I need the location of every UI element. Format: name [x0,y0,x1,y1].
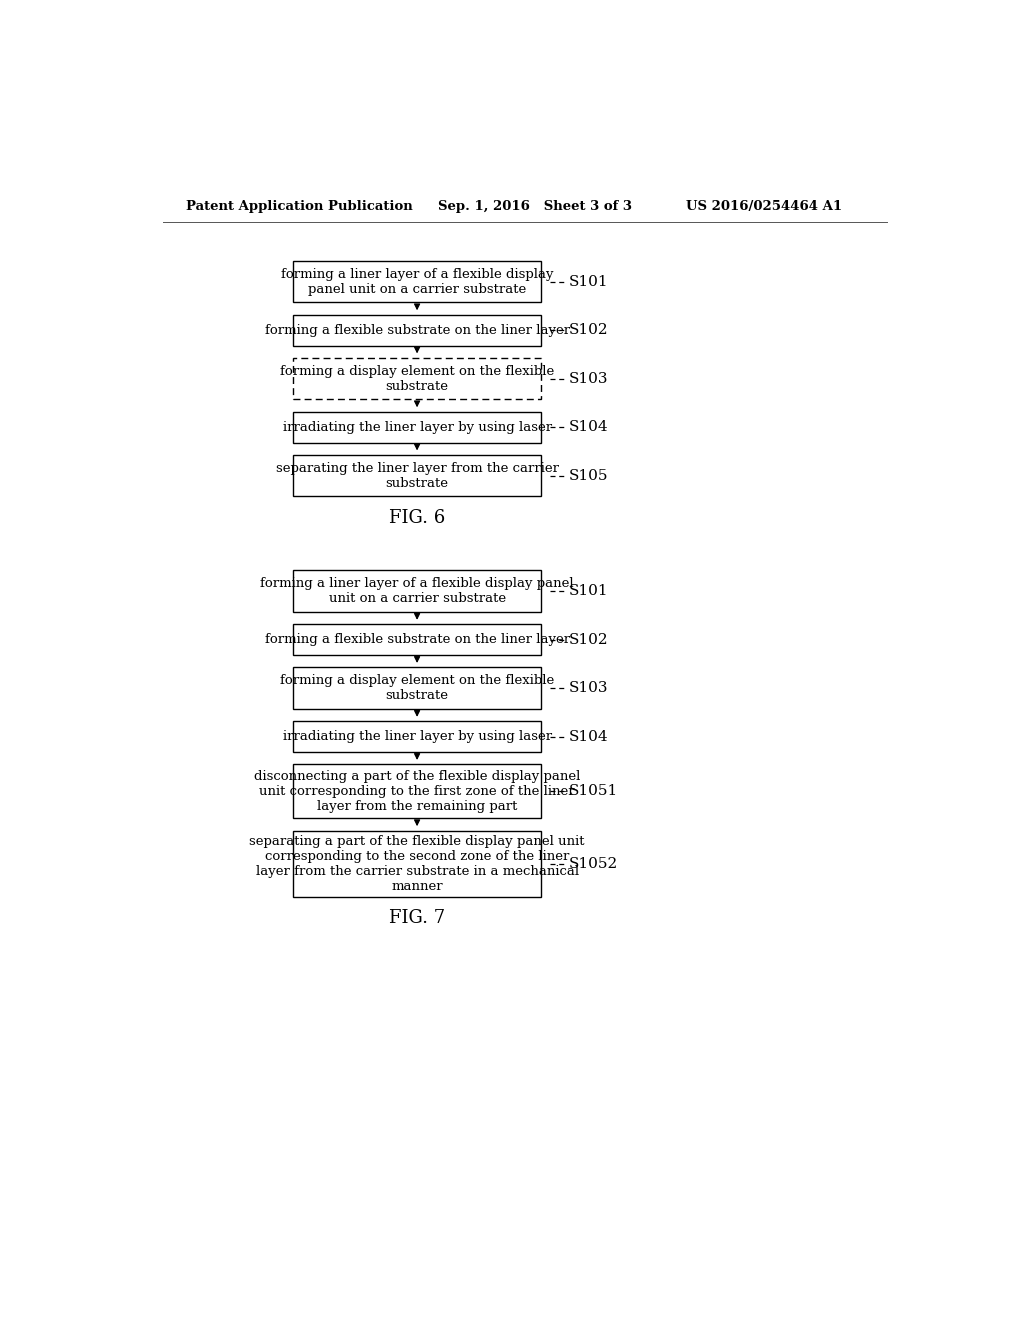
Text: S1052: S1052 [569,857,618,871]
Text: S104: S104 [569,420,608,434]
Text: forming a flexible substrate on the liner layer: forming a flexible substrate on the line… [264,323,569,337]
Bar [293,261,541,302]
Text: S101: S101 [569,585,608,598]
Text: S101: S101 [569,275,608,289]
Bar [293,412,541,442]
Text: S102: S102 [569,323,608,337]
Text: irradiating the liner layer by using laser: irradiating the liner layer by using las… [283,730,552,743]
Text: FIG. 6: FIG. 6 [389,510,445,527]
Text: forming a liner layer of a flexible display
panel unit on a carrier substrate: forming a liner layer of a flexible disp… [281,268,553,296]
Text: S102: S102 [569,632,608,647]
Text: forming a liner layer of a flexible display panel
unit on a carrier substrate: forming a liner layer of a flexible disp… [260,577,573,605]
Text: S103: S103 [569,681,608,696]
Text: S105: S105 [569,469,608,483]
Bar [293,764,541,818]
Bar [293,314,541,346]
Text: S104: S104 [569,730,608,743]
Text: Patent Application Publication: Patent Application Publication [186,199,413,213]
Text: irradiating the liner layer by using laser: irradiating the liner layer by using las… [283,421,552,434]
Text: separating a part of the flexible display panel unit
corresponding to the second: separating a part of the flexible displa… [249,834,585,892]
Text: Sep. 1, 2016   Sheet 3 of 3: Sep. 1, 2016 Sheet 3 of 3 [438,199,632,213]
Bar [293,668,541,709]
Text: forming a display element on the flexible
substrate: forming a display element on the flexibl… [280,364,554,392]
Bar [293,721,541,752]
Text: FIG. 7: FIG. 7 [389,909,445,928]
Bar [293,570,541,612]
Bar [293,358,541,400]
Text: forming a display element on the flexible
substrate: forming a display element on the flexibl… [280,675,554,702]
Bar [293,455,541,496]
Text: separating the liner layer from the carrier
substrate: separating the liner layer from the carr… [275,462,558,490]
Text: disconnecting a part of the flexible display panel
unit corresponding to the fir: disconnecting a part of the flexible dis… [254,770,581,813]
Bar [293,830,541,896]
Bar [293,624,541,655]
Text: forming a flexible substrate on the liner layer: forming a flexible substrate on the line… [264,634,569,647]
Text: S1051: S1051 [569,784,618,799]
Text: US 2016/0254464 A1: US 2016/0254464 A1 [686,199,842,213]
Text: S103: S103 [569,372,608,385]
